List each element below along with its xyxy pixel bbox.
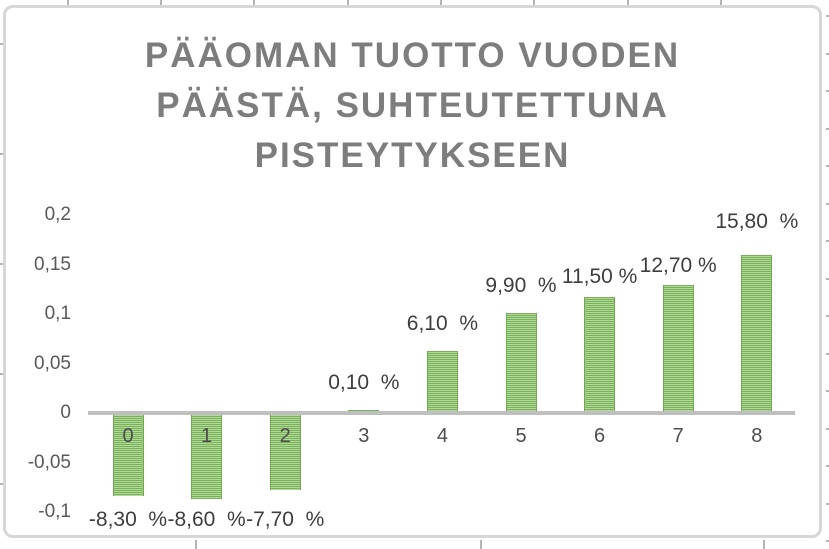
- category-label-2: 2: [279, 425, 291, 447]
- worksheet-row-gridline-tick-right: [826, 240, 829, 242]
- category-label-6: 6: [594, 425, 606, 447]
- worksheet-row-gridline-tick-left: [0, 373, 3, 375]
- data-label-category-7: 12,70 %: [639, 254, 717, 277]
- y-axis-tick-label--0,1: -0,1: [38, 501, 71, 522]
- worksheet-row-gridline-tick-right: [826, 465, 829, 467]
- worksheet-row-gridline-tick-right: [826, 390, 829, 392]
- y-axis-tick-label-0,15: 0,15: [34, 253, 71, 275]
- data-label-category-2: -7,70 %: [246, 508, 325, 531]
- worksheet-column-gridline-tick-top: [347, 0, 349, 5]
- worksheet-row-gridline-tick-right: [826, 353, 829, 355]
- data-label-category-8: 15,80 %: [715, 210, 799, 233]
- worksheet-column-gridline-tick-top: [160, 0, 162, 5]
- category-label-8: 8: [751, 425, 763, 447]
- worksheet-column-gridline-tick-top: [67, 0, 69, 5]
- worksheet-column-gridline-tick-bottom: [763, 540, 765, 549]
- bar-category-8[interactable]: [741, 255, 773, 411]
- data-label-category-5: 9,90 %: [485, 274, 557, 297]
- worksheet-row-gridline-tick-left: [0, 43, 3, 45]
- worksheet-row-gridline-tick-right: [826, 128, 829, 130]
- bar-category-6[interactable]: [584, 297, 616, 411]
- y-axis-tick-label-0,2: 0,2: [44, 204, 71, 225]
- chart-title-line-1: PÄÄOMAN TUOTTO VUODEN: [144, 36, 681, 75]
- y-axis-tick-label-0,1: 0,1: [44, 303, 71, 324]
- category-label-1: 1: [201, 425, 213, 447]
- worksheet-row-gridline-tick-right: [826, 90, 829, 92]
- worksheet-column-gridline-tick-top: [720, 0, 722, 5]
- chart-title: PÄÄOMAN TUOTTO VUODEN PÄÄSTÄ, SUHTEUTETT…: [3, 31, 822, 181]
- category-label-5: 5: [515, 425, 527, 447]
- category-label-0: 0: [122, 425, 134, 447]
- worksheet-row-gridline-tick-right: [826, 315, 829, 317]
- y-axis-tick-label--0,05: -0,05: [27, 451, 71, 473]
- bar-category-2[interactable]: [269, 414, 301, 490]
- worksheet-row-gridline-tick-right: [826, 15, 829, 17]
- worksheet-row-gridline-tick-right: [826, 53, 829, 55]
- worksheet-row-gridline-tick-right: [826, 203, 829, 205]
- x-axis-zero-line: [88, 411, 795, 415]
- worksheet-column-gridline-tick-bottom: [195, 540, 197, 549]
- chart-title-line-3: PISTEYTYKSEEN: [254, 136, 571, 175]
- worksheet-row-gridline-tick-left: [0, 153, 3, 155]
- data-label-category-0: -8,30 %: [88, 508, 168, 531]
- y-axis-tick-label-0,05: 0,05: [34, 352, 71, 374]
- bar-category-4[interactable]: [426, 351, 458, 411]
- worksheet-column-gridline-tick-top: [253, 0, 255, 5]
- category-label-7: 7: [672, 425, 684, 447]
- bar-category-5[interactable]: [505, 313, 537, 411]
- bar-category-0[interactable]: [112, 414, 144, 496]
- data-label-category-6: 11,50 %: [561, 265, 638, 288]
- worksheet-row-gridline-tick-left: [0, 263, 3, 265]
- worksheet-row-gridline-tick-right: [826, 540, 829, 542]
- worksheet-column-gridline-tick-bottom: [480, 540, 482, 549]
- worksheet-row-gridline-tick-right: [826, 503, 829, 505]
- data-label-category-3: 0,10 %: [328, 371, 400, 394]
- worksheet-row-gridline-tick-right: [826, 428, 829, 430]
- data-label-category-4: 6,10 %: [406, 312, 478, 335]
- worksheet-column-gridline-tick-top: [627, 0, 629, 5]
- worksheet-row-gridline-tick-right: [826, 165, 829, 167]
- worksheet-column-gridline-tick-top: [533, 0, 535, 5]
- worksheet-row-gridline-tick-left: [0, 483, 3, 485]
- bar-category-1[interactable]: [191, 414, 223, 499]
- worksheet-column-gridline-tick-top: [440, 0, 442, 5]
- category-label-4: 4: [436, 425, 448, 447]
- bar-category-3[interactable]: [348, 410, 380, 411]
- y-axis-tick-label-0: 0: [60, 402, 71, 423]
- chart-title-line-2: PÄÄSTÄ, SUHTEUTETTUNA: [156, 86, 669, 125]
- worksheet-row-gridline-tick-right: [826, 278, 829, 280]
- bar-category-7[interactable]: [662, 285, 694, 411]
- category-label-3: 3: [358, 425, 370, 447]
- data-label-category-1: -8,60 %: [167, 508, 246, 531]
